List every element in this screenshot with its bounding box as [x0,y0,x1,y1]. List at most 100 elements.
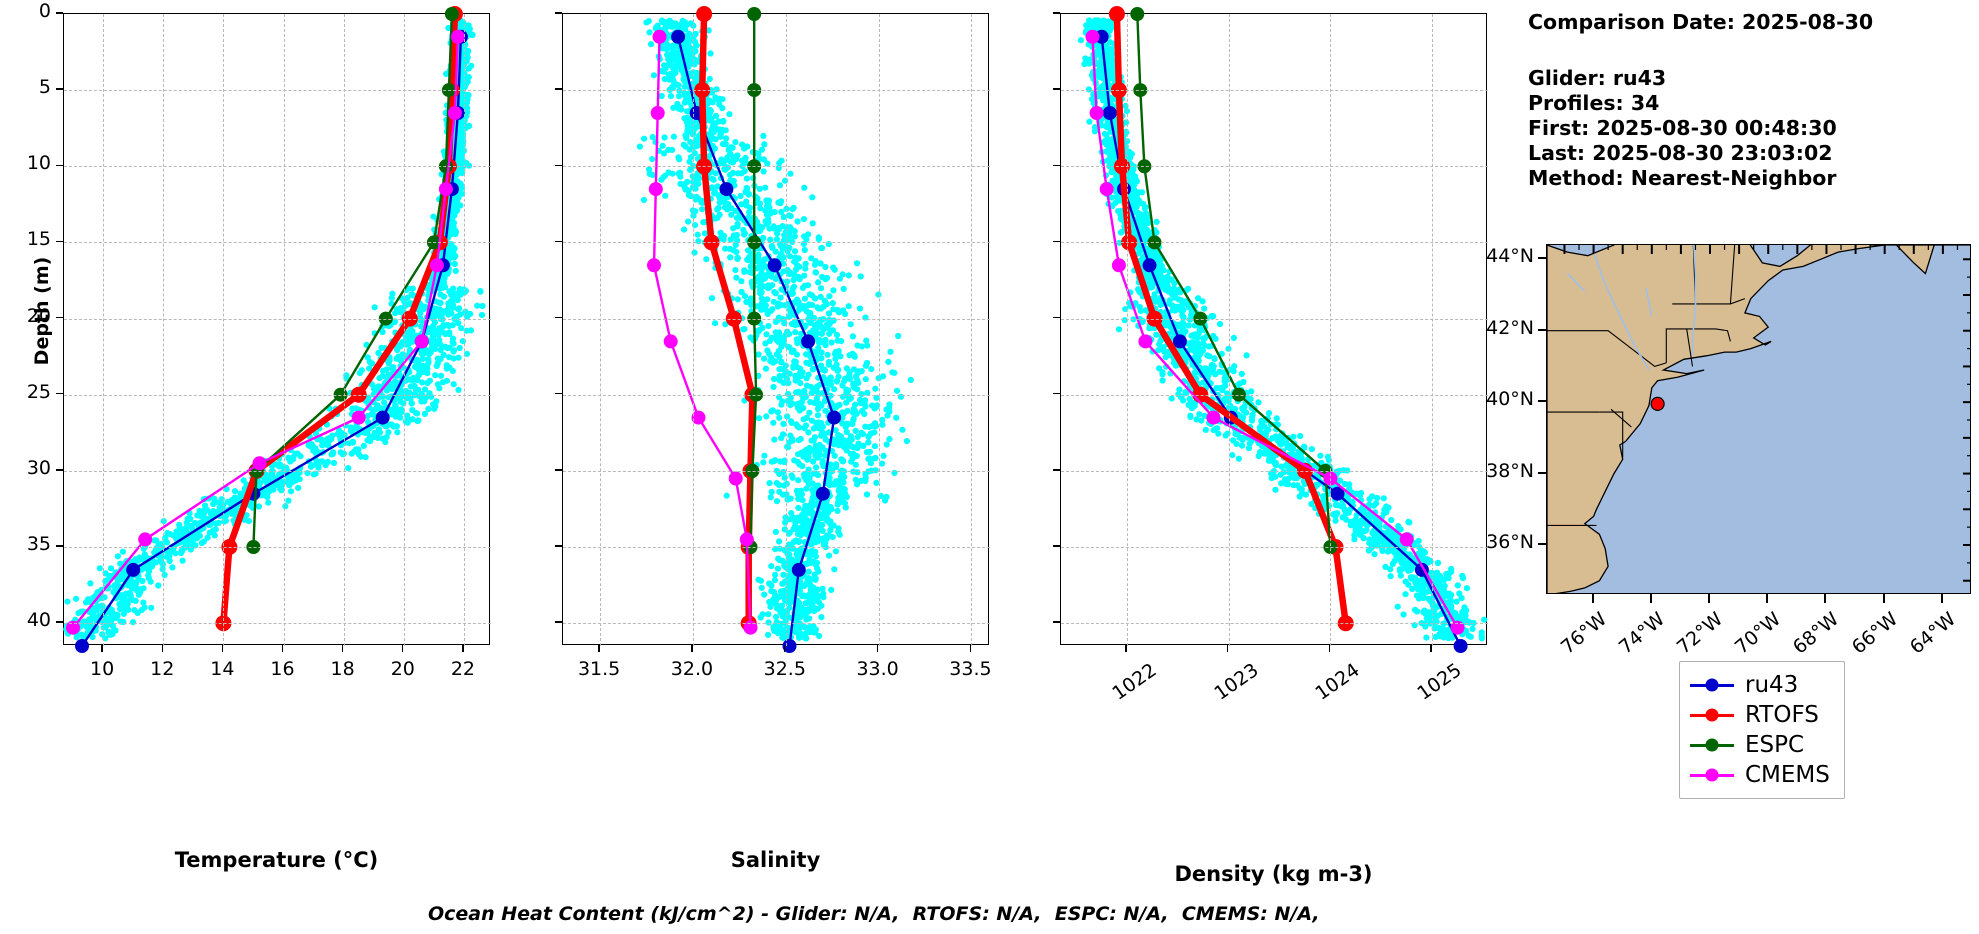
map-lat-tick [1538,328,1546,331]
legend-marker-dot [1705,708,1719,722]
grid-line-vertical [103,14,105,646]
y-tick-mark [56,621,63,623]
y-tick-label: 25 [26,380,51,403]
grid-line-horizontal [563,394,990,396]
y-tick-mark [555,88,562,90]
x-tick-label: 16 [270,658,295,680]
y-tick-mark [555,393,562,395]
first-profile-time-text: First: 2025-08-30 00:48:30 [1528,116,1837,140]
glider-name-text: Glider: ru43 [1528,66,1667,90]
grid-line-horizontal [563,547,990,548]
legend-item-ru43[interactable]: ru43 [1690,670,1830,700]
map-lon-tick [1940,594,1943,603]
map-lat-label: 42°N [1486,316,1534,339]
legend-line-espc [1690,738,1734,752]
map-lat-tick [1538,257,1546,260]
ocean-heat-content-footer: Ocean Heat Content (kJ/cm^2) - Glider: N… [428,903,1320,925]
x-tick-mark [1430,645,1432,652]
map-lon-tick [1824,594,1827,603]
legend-item-rtofs[interactable]: RTOFS [1690,700,1830,730]
grid-line-horizontal [563,470,990,472]
grid-line-horizontal [1061,394,1488,396]
x-tick-label: 1025 [1413,659,1466,705]
series-espc [743,7,764,554]
grid-line-horizontal [64,547,491,548]
temperature-series-svg [63,6,486,653]
grid-line-vertical [223,14,225,646]
grid-line-horizontal [1061,166,1488,168]
legend-line-rtofs [1690,708,1734,722]
river [1645,287,1653,317]
temperature-axis-title: Temperature (°C) [174,848,379,872]
series-cmems [647,29,758,635]
y-tick-mark [555,469,562,471]
density-axis-title: Density (kg m-3) [1174,862,1373,886]
x-tick-mark [1125,645,1127,652]
y-tick-label: 40 [26,609,51,632]
x-tick-mark [598,645,600,652]
y-tick-mark [56,164,63,166]
y-tick-mark [555,164,562,166]
x-tick-mark [281,645,284,652]
density-plot-area [1060,6,1488,653]
x-tick-label: 22 [450,658,476,680]
grid-line-vertical [1228,14,1230,646]
state-border [1686,328,1694,367]
legend-marker-dot [1705,678,1719,692]
series-legend[interactable]: ru43 RTOFS ESPC CMEMS [1679,661,1845,799]
grid-line-vertical [283,14,285,646]
legend-label-rtofs: RTOFS [1745,702,1819,728]
map-lon-tick [1708,594,1710,603]
y-tick-mark [56,12,63,14]
location-map[interactable] [1546,244,1971,594]
grid-line-vertical [1432,14,1434,646]
y-tick-label: 35 [26,533,51,555]
x-tick-label: 1024 [1311,659,1365,705]
y-tick-mark [1053,545,1060,547]
comparison-date-text: Comparison Date: 2025-08-30 [1528,10,1874,34]
profiles-count-text: Profiles: 34 [1528,91,1660,115]
grid-line-vertical [163,14,165,646]
legend-marker-dot [1705,768,1719,782]
x-tick-label: 32.0 [670,658,714,680]
x-tick-label: 1023 [1210,659,1263,705]
y-tick-label: 10 [26,152,51,175]
x-tick-label: 12 [150,658,175,680]
x-tick-mark [341,645,344,652]
state-border [1665,328,1731,363]
y-tick-mark [555,316,562,319]
map-lon-tick [1882,594,1885,603]
y-tick-label: 5 [38,76,51,99]
grid-line-vertical [1127,14,1129,646]
x-tick-label: 20 [390,658,415,680]
y-tick-label: 30 [26,456,51,479]
series-cmems [1085,29,1465,635]
x-tick-mark [1227,645,1229,652]
grid-line-horizontal [64,90,491,92]
map-lon-tick [1649,594,1652,603]
map-graphics [1547,245,1970,593]
y-tick-label: 20 [26,304,51,327]
grid-line-vertical [403,14,405,646]
grid-line-vertical [1330,14,1332,646]
x-tick-mark [691,645,693,652]
grid-line-vertical [692,14,694,646]
grid-line-horizontal [1061,470,1488,472]
y-tick-mark [1053,12,1060,14]
grid-line-horizontal [1061,623,1488,625]
x-tick-label: 18 [330,658,355,680]
grid-line-horizontal [563,90,990,92]
grid-line-horizontal [1061,242,1488,244]
salinity-series-svg [636,6,914,653]
map-lat-label: 40°N [1486,388,1534,411]
y-tick-mark [56,316,63,319]
legend-item-cmems[interactable]: CMEMS [1690,760,1830,790]
grid-line-horizontal [64,394,491,396]
map-lon-tick [1766,594,1769,603]
x-tick-label: 32.5 [763,658,806,680]
grid-line-horizontal [64,318,491,320]
density-series-svg [1077,6,1488,653]
grid-line-horizontal [1061,547,1488,548]
legend-item-espc[interactable]: ESPC [1690,730,1830,760]
